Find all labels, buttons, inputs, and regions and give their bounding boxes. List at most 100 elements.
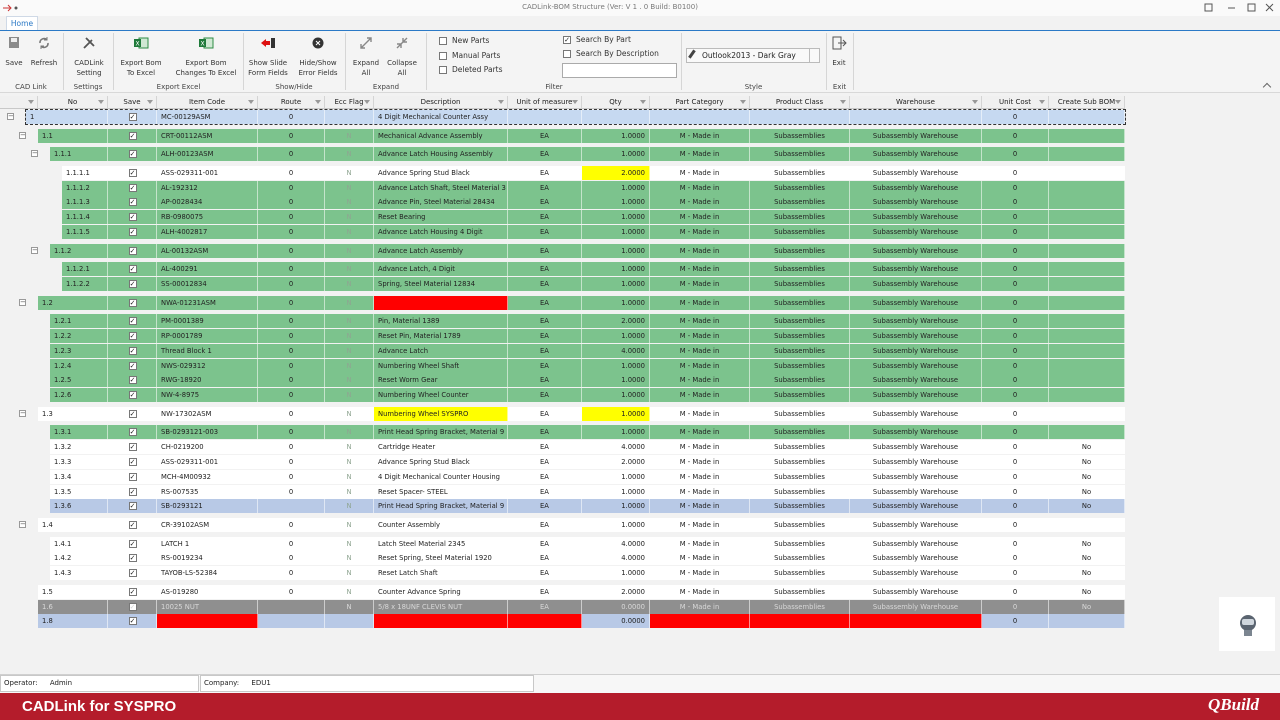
grid-row[interactable]: 1.4.1 ✓ LATCH 1 0 N Latch Steel Material 2345… (50, 536, 1125, 551)
grid-row[interactable]: 1.1.1.1 ✓ ASS-029311-001 0 N Advance Spring S… (62, 165, 1125, 180)
filter-checkbox-label[interactable]: New Parts (452, 36, 490, 45)
save-checkbox[interactable]: ✓ (128, 376, 137, 385)
grid-row[interactable]: 1.2.6 ✓ NW-4-8975 0 N Numbering Wheel Counter… (50, 388, 1125, 403)
grid-row[interactable]: 1.2.3 ✓ Thread Block 1 0 N Advance Latch EA 4.0… (50, 343, 1125, 358)
save-checkbox[interactable]: ✓ (128, 150, 137, 159)
save-checkbox[interactable]: ✓ (128, 280, 137, 288)
save-checkbox[interactable]: ✓ (128, 168, 137, 177)
save-checkbox[interactable]: ✓ (128, 131, 137, 140)
grid-row[interactable]: 1.8 ✓ 0.0000 0 (38, 614, 1125, 629)
ribbon-button[interactable]: Hide/Show Error Fields (286, 34, 350, 80)
grid-row[interactable]: 1.1.1.2 ✓ AL-192312 0 N Advance Latch Shaft, … (62, 180, 1125, 195)
column-header[interactable]: Save (108, 96, 157, 109)
save-checkbox[interactable]: ✓ (128, 228, 137, 236)
grid-row[interactable]: 1 ✓ MC-00129ASM 0 4 Digit Mechanical Counter… (25, 109, 1126, 125)
grid-row[interactable]: 1.2 ✓ NWA-01231ASM 0 N EA 1.0000 M - Made in Sub… (38, 295, 1125, 310)
tree-toggle[interactable]: − (31, 245, 38, 254)
tree-toggle[interactable]: − (19, 520, 26, 528)
grid-row[interactable]: 1.5 ✓ AS-019280 0 N Counter Advance Spring EA 2… (38, 584, 1125, 599)
window-controls[interactable] (1200, 2, 1276, 14)
grid-row[interactable]: 1.3.2 ✓ CH-0219200 0 N Cartridge Heater EA 4.00… (50, 440, 1125, 455)
filter-checkbox-label[interactable]: Manual Parts (452, 50, 501, 60)
save-checkbox[interactable]: ✓ (128, 183, 137, 192)
grid-row[interactable]: 1.1.2 ✓ AL-00132ASM 0 N Advance Latch Assembl… (50, 243, 1125, 258)
grid-row[interactable]: 1.3.5 ✓ RS-007535 0 N Reset Spacer- STEEL EA 1.… (50, 484, 1125, 499)
save-checkbox[interactable]: ✓ (128, 502, 137, 511)
grid-row[interactable]: 1.1.2.2 ✓ SS-00012834 0 N Spring, Steel Mater… (62, 277, 1125, 291)
filter-checkbox-label[interactable]: Search By Part (576, 35, 631, 44)
grid-row[interactable]: 1.1 ✓ CRT-00112ASM 0 N Mechanical Advance Ass… (38, 128, 1125, 143)
save-checkbox[interactable]: ✓ (128, 521, 137, 529)
grid-row[interactable]: 1.1.1.5 ✓ ALH-4002817 0 N Advance Latch Housi… (62, 225, 1125, 239)
grid-row[interactable]: 1.3.6 ✓ SB-0293121 N Print Head Spring Brack… (50, 499, 1125, 514)
filter-checkbox-label[interactable]: Deleted Parts (452, 65, 503, 74)
save-checkbox[interactable]: ✓ (128, 587, 137, 596)
save-checkbox[interactable]: ✓ (128, 539, 137, 548)
filter-checkbox-label[interactable]: Search By Description (576, 49, 659, 58)
ribbon-button[interactable]: X Export Bom To Excel (109, 34, 173, 80)
tree-toggle[interactable]: − (19, 130, 26, 139)
ribbon-button[interactable]: Show Slide Form Fields (236, 34, 300, 80)
tree-toggle[interactable]: − (19, 408, 26, 417)
filter-checkbox[interactable] (563, 50, 571, 58)
grid-row[interactable]: 1.2.2 ✓ RP-0001789 0 N Reset Pin, Material 17… (50, 329, 1125, 343)
save-checkbox[interactable]: ✓ (128, 361, 137, 370)
filter-checkbox[interactable]: ✓ (563, 36, 571, 44)
save-checkbox[interactable]: ✓ (128, 332, 137, 340)
grid-row[interactable]: 1.1.1.4 ✓ RB-0980075 0 N Reset Bearing EA 1.000… (62, 210, 1125, 225)
column-header[interactable]: Description (374, 96, 508, 109)
combo-arrow[interactable] (809, 49, 819, 62)
filter-checkbox[interactable] (439, 51, 447, 60)
save-checkbox[interactable]: ✓ (128, 458, 137, 466)
grid-row[interactable]: 1.1.2.1 ✓ AL-400291 0 N Advance Latch, 4 Digi… (62, 262, 1125, 277)
ribbon-button[interactable]: Save (0, 34, 46, 80)
grid-row[interactable]: 1.1.1 ✓ ALH-00123ASM 0 N Advance Latch Housin… (50, 147, 1125, 162)
tree-toggle[interactable]: − (7, 112, 14, 120)
column-header[interactable]: Unit of measure (508, 96, 582, 109)
save-checkbox[interactable]: ✓ (128, 198, 137, 207)
column-header[interactable]: Ecc Flag (325, 96, 374, 109)
grid-row[interactable]: 1.4.3 ✓ TAYOB-LS-52384 0 N Reset Latch Shaft E… (50, 566, 1125, 581)
save-checkbox[interactable]: ✓ (128, 265, 137, 274)
grid-row[interactable]: 1.4.2 ✓ RS-0019234 0 N Reset Spring, Steel Ma… (50, 551, 1125, 566)
column-header[interactable]: Unit Cost (982, 96, 1049, 109)
ribbon-button[interactable]: X Export Bom Changes To Excel (174, 34, 238, 80)
grid-row[interactable]: 1.6 ✓ 10025 NUT N 5/8 x 18UNF CLEVIS NUT EA 0.… (38, 599, 1125, 614)
grid-row[interactable]: 1.3 ✓ NW-17302ASM 0 N Numbering Wheel SYSPRO E… (38, 406, 1125, 421)
ribbon-button[interactable]: Expand All (334, 34, 398, 80)
save-checkbox[interactable]: ✓ (128, 569, 137, 578)
tree-toggle[interactable]: − (19, 297, 26, 306)
filter-checkbox[interactable] (439, 37, 447, 45)
grid-row[interactable]: 1.3.3 ✓ ASS-029311-001 0 N Advance Spring Stu… (50, 455, 1125, 469)
save-checkbox[interactable]: ✓ (128, 617, 137, 626)
assistant-widget[interactable] (1219, 597, 1275, 651)
save-checkbox[interactable]: ✓ (128, 554, 137, 563)
column-header[interactable]: Item Code (157, 96, 258, 109)
save-checkbox[interactable]: ✓ (128, 602, 137, 611)
grid-row[interactable]: 1.2.5 ✓ RWG-18920 0 N Reset Worm Gear EA 1.0000… (50, 373, 1125, 388)
grid-row[interactable]: 1.3.1 ✓ SB-0293121-003 0 N Print Head Spring … (50, 425, 1125, 440)
grid-row[interactable]: 1.3.4 ✓ MCH-4M00932 0 N 4 Digit Mechanical Co… (50, 469, 1125, 484)
save-checkbox[interactable]: ✓ (128, 409, 137, 418)
save-checkbox[interactable]: ✓ (128, 487, 137, 496)
save-checkbox[interactable]: ✓ (128, 317, 137, 326)
grid-row[interactable]: 1.2.1 ✓ PM-0001389 0 N Pin, Material 1389 EA 2.… (50, 314, 1125, 329)
grid-row[interactable]: 1.2.4 ✓ NWS-029312 0 N Numbering Wheel Shaft E… (50, 358, 1125, 373)
column-header[interactable]: No (38, 96, 108, 109)
column-header[interactable]: Qty (582, 96, 650, 109)
save-checkbox[interactable]: ✓ (128, 391, 137, 400)
save-checkbox[interactable]: ✓ (128, 113, 137, 121)
ribbon-button[interactable]: Refresh (12, 34, 76, 80)
grid-row[interactable]: 1.4 ✓ CR-39102ASM 0 N Counter Assembly EA 1.000… (38, 518, 1125, 532)
search-textbox[interactable] (562, 63, 677, 78)
column-header[interactable]: Create Sub BOM (1049, 96, 1125, 109)
save-checkbox[interactable]: ✓ (128, 246, 137, 255)
ribbon-button[interactable]: Collapse All (370, 34, 434, 80)
save-checkbox[interactable]: ✓ (128, 428, 137, 437)
save-checkbox[interactable]: ✓ (128, 346, 137, 355)
style-combo[interactable]: Outlook2013 - Dark Gray (686, 48, 820, 63)
grid-row[interactable]: 1.1.1.3 ✓ AP-0028434 0 N Advance Pin, Steel M… (62, 195, 1125, 210)
tab-home[interactable]: Home (6, 16, 38, 30)
save-checkbox[interactable]: ✓ (128, 213, 137, 222)
column-header[interactable]: Product Class (750, 96, 850, 109)
